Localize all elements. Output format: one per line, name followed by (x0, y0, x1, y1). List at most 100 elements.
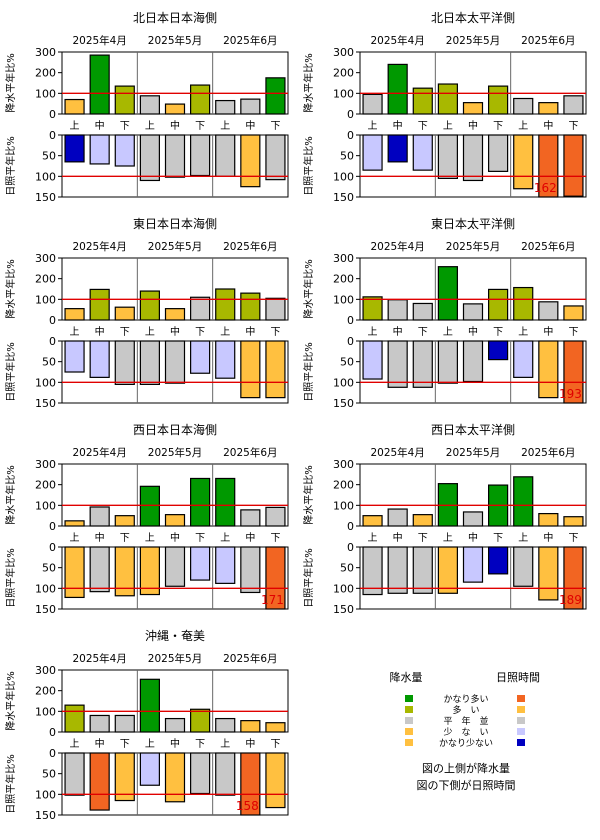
sunshine-bar (265, 134, 286, 181)
sunshine-bar (538, 546, 559, 601)
precip-tick-label: 0 (49, 314, 56, 327)
month-label: 2025年4月 (72, 652, 126, 665)
month-label: 2025年5月 (148, 34, 202, 47)
precip-axis-label: 降水平年比% (4, 671, 17, 731)
sunshine-tick-label: 100 (35, 170, 56, 183)
period-label: 上 (518, 120, 528, 132)
precip-tick-label: 0 (49, 520, 56, 533)
sunshine-bar (164, 340, 186, 384)
panel-title: 西日本太平洋側 (431, 422, 515, 437)
precip-tick-label: 100 (333, 293, 354, 306)
sunshine-tick-label: 150 (35, 397, 56, 410)
chart-panel: 北日本日本海側 2025年4月 2025年5月 2025年6月 300 200 100 0 0 5… (4, 10, 289, 204)
precip-bar (114, 515, 135, 527)
sunshine-bar (362, 340, 383, 380)
sunshine-bar (114, 752, 135, 802)
sunshine-bar (362, 134, 383, 171)
period-label: 中 (95, 531, 105, 544)
period-label: 中 (170, 531, 180, 544)
precip-bar (488, 85, 509, 115)
precip-bar (215, 288, 236, 321)
month-label: 2025年5月 (446, 240, 500, 253)
month-label: 2025年6月 (223, 34, 277, 47)
sunshine-bar (114, 134, 135, 167)
precip-tick-label: 100 (35, 705, 56, 718)
period-label: 下 (493, 533, 503, 544)
period-label: 中 (468, 119, 478, 132)
precip-tick-label: 300 (35, 458, 56, 471)
sunshine-bar (437, 340, 458, 384)
sunshine-tick-label: 100 (333, 582, 354, 595)
sunshine-bar (538, 134, 559, 198)
period-label: 上 (443, 120, 453, 132)
precip-bar (240, 720, 261, 733)
sunshine-overflow-label: 193 (559, 387, 582, 401)
sunshine-tick-label: 150 (333, 191, 354, 204)
sunshine-tick-label: 0 (347, 541, 354, 554)
precip-bar (89, 54, 110, 115)
sunshine-tick-label: 0 (49, 747, 56, 760)
period-label: 下 (270, 327, 280, 338)
period-label: 下 (120, 121, 130, 132)
precip-tick-label: 300 (35, 252, 56, 265)
precip-axis-label: 降水平年比% (302, 465, 315, 525)
sunshine-bar (139, 340, 160, 386)
sunshine-tick-label: 150 (35, 809, 56, 822)
period-label: 上 (145, 120, 155, 132)
month-label: 2025年4月 (72, 34, 126, 47)
precip-bar (563, 305, 584, 321)
sunshine-tick-label: 150 (35, 603, 56, 616)
precip-bar (538, 512, 559, 527)
sunshine-tick-label: 50 (340, 150, 354, 163)
panel-title: 北日本日本海側 (133, 10, 217, 25)
sunshine-bar (563, 340, 584, 404)
sunshine-tick-label: 100 (35, 582, 56, 595)
sunshine-bar (240, 134, 261, 188)
sunshine-bar (563, 134, 584, 197)
precip-bar (114, 306, 135, 321)
precip-bar (387, 508, 408, 527)
sunshine-bar (362, 546, 383, 596)
period-label: 下 (493, 121, 503, 132)
period-label: 中 (245, 119, 255, 132)
sunshine-bar (215, 340, 236, 379)
legend-sunshine-swatch (517, 706, 525, 713)
precip-tick-label: 200 (35, 685, 56, 698)
precip-tick-label: 200 (35, 479, 56, 492)
precip-bar (240, 509, 261, 527)
sunshine-bar (240, 752, 261, 816)
sunshine-axis-label: 日照平年比% (302, 136, 315, 196)
sunshine-bar (139, 134, 160, 182)
period-label: 上 (368, 532, 378, 544)
legend-precip-title: 降水量 (390, 670, 423, 684)
period-label: 中 (543, 531, 553, 544)
legend-precip-swatch (405, 706, 413, 713)
legend-sunshine-swatch (517, 717, 525, 724)
sunshine-bar (190, 546, 211, 581)
precip-bar (215, 717, 236, 733)
precip-bar (190, 84, 211, 115)
period-label: 下 (270, 533, 280, 544)
month-label: 2025年6月 (223, 240, 277, 253)
period-label: 中 (393, 119, 403, 132)
precip-bar (139, 95, 160, 115)
month-label: 2025年6月 (521, 240, 575, 253)
sunshine-tick-label: 150 (333, 397, 354, 410)
period-label: 中 (95, 737, 105, 750)
legend-class-label: かなり多い (443, 693, 488, 705)
precip-axis-label: 降水平年比% (302, 53, 315, 113)
precip-bar (387, 299, 408, 321)
precip-tick-label: 300 (35, 664, 56, 677)
month-label: 2025年6月 (521, 34, 575, 47)
period-label: 上 (518, 532, 528, 544)
period-label: 下 (195, 121, 205, 132)
precip-bar (412, 302, 433, 321)
sunshine-bar (412, 134, 433, 171)
sunshine-bar (215, 546, 236, 584)
period-label: 下 (120, 739, 130, 750)
chart-panel: 沖縄・奄美 2025年4月 2025年5月 2025年6月 300 200 100 0 0 50 1… (4, 628, 289, 822)
precip-tick-label: 300 (333, 252, 354, 265)
month-label: 2025年4月 (72, 240, 126, 253)
